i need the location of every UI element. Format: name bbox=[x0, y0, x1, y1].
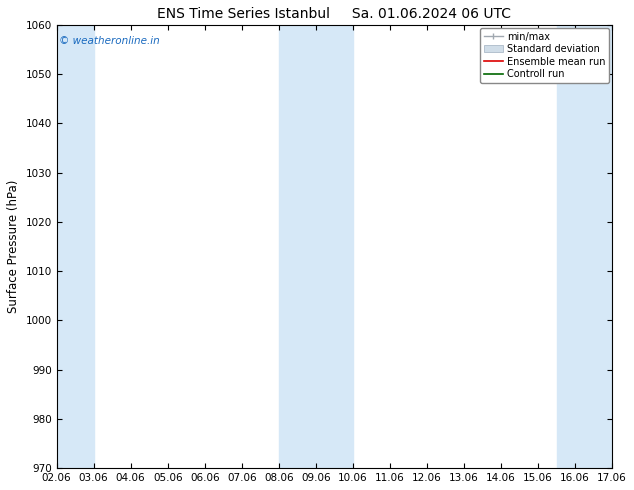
Bar bbox=[56, 25, 94, 468]
Y-axis label: Surface Pressure (hPa): Surface Pressure (hPa) bbox=[7, 180, 20, 313]
Bar bbox=[279, 25, 353, 468]
Text: © weatheronline.in: © weatheronline.in bbox=[60, 36, 160, 46]
Bar bbox=[557, 25, 612, 468]
Title: ENS Time Series Istanbul     Sa. 01.06.2024 06 UTC: ENS Time Series Istanbul Sa. 01.06.2024 … bbox=[157, 7, 512, 21]
Legend: min/max, Standard deviation, Ensemble mean run, Controll run: min/max, Standard deviation, Ensemble me… bbox=[480, 28, 609, 83]
